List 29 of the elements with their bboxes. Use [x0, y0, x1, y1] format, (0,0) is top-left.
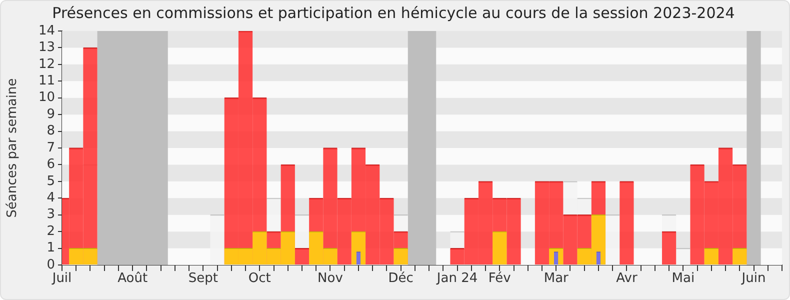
x-tick-label: Oct — [248, 271, 271, 286]
chart-title: Présences en commissions et participation en hémicycle au cours de la session 2023-2024 — [52, 4, 735, 22]
y-tick-label: 4 — [46, 190, 55, 206]
y-tick-label: 12 — [38, 56, 55, 72]
x-tick-label: Mar — [544, 271, 570, 286]
y-tick-label: 8 — [46, 124, 55, 139]
x-tick-label: Déc — [388, 271, 414, 286]
y-tick-label: 9 — [46, 106, 55, 122]
x-tick-label: Sept — [188, 271, 218, 286]
x-tick-label: Mai — [672, 271, 695, 286]
y-tick-label: 10 — [38, 90, 55, 106]
y-tick-label: 3 — [46, 207, 55, 222]
y-axis-title: Séances par semaine — [5, 78, 20, 218]
x-tick-label: Nov — [318, 271, 344, 286]
y-tick-label: 1 — [46, 240, 55, 256]
y-tick-label: 7 — [46, 140, 55, 156]
y-tick-label: 5 — [46, 174, 55, 189]
y-tick-label: 11 — [38, 74, 55, 89]
x-tick-label: Avr — [616, 271, 638, 286]
x-tick-label: Juil — [51, 271, 72, 286]
x-tick-label: Jan 24 — [436, 271, 478, 286]
y-tick-label: 0 — [46, 257, 55, 272]
x-tick-label: Fév — [488, 271, 512, 286]
x-tick-label: Juin — [740, 271, 766, 286]
y-tick-label: 14 — [38, 23, 55, 38]
x-tick-label: Août — [118, 271, 148, 286]
y-tick-label: 2 — [46, 224, 55, 239]
y-tick-label: 13 — [38, 40, 55, 56]
y-tick-label: 6 — [46, 157, 55, 172]
